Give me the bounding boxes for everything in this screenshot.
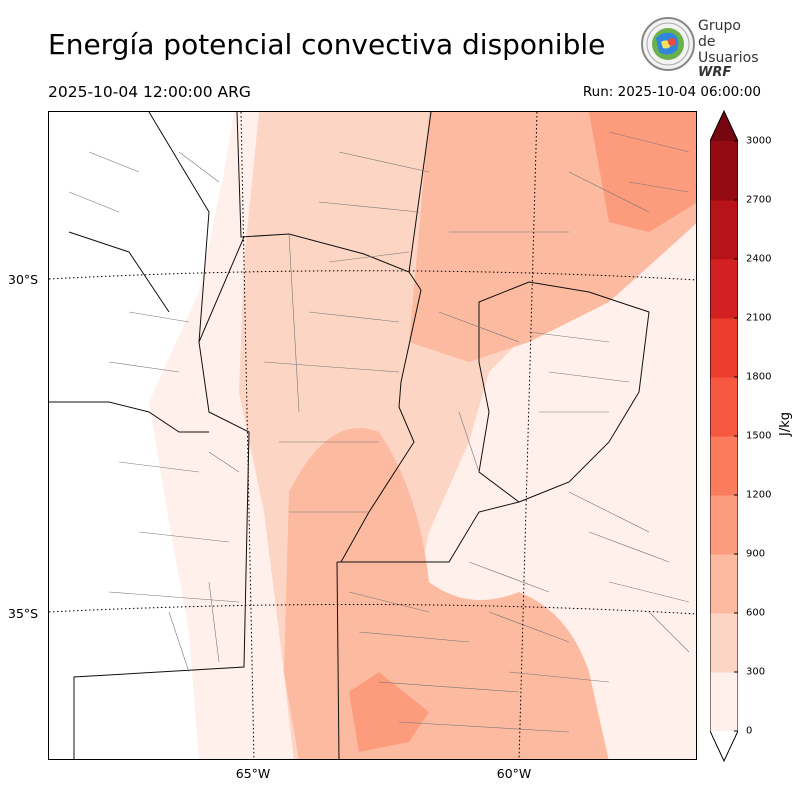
graticule-lat-30 [49, 270, 696, 281]
colorbar-bin [710, 200, 738, 260]
border-west [148, 112, 210, 343]
logo-line-1: Grupo de [698, 18, 741, 50]
colorbar-tick-label: 900 [746, 548, 766, 560]
border-mendoza [49, 401, 209, 433]
colorbar-tick-label: 300 [746, 666, 766, 678]
colorbar-tick-label: 1800 [746, 371, 772, 383]
colorbar-tick-label: 600 [746, 607, 766, 619]
border-santa-fe-east [408, 112, 432, 273]
colorbar-unit-label: J/kg [778, 412, 793, 436]
colorbar-bin [710, 554, 738, 614]
colorbar-outline [710, 110, 738, 762]
logo-line-3: WRF [698, 65, 732, 80]
graticule-lat-35 [49, 603, 696, 615]
border-cordoba-north [236, 112, 422, 291]
border-buenos-aires-north [337, 501, 520, 563]
colorbar-tick-label: 2400 [746, 253, 772, 265]
colorbar-bin [710, 495, 738, 555]
border-cordoba-east [340, 289, 422, 563]
globe-icon [641, 17, 695, 71]
colorbar-bin [710, 318, 738, 378]
lon-label-60w: 60°W [496, 766, 532, 781]
colorbar-extend-min [710, 731, 738, 761]
wrf-users-logo: Grupo de Usuarios WRF [639, 16, 759, 80]
valid-time: 2025-10-04 12:00:00 ARG [48, 83, 251, 101]
cape-map [48, 111, 697, 760]
map-canvas [49, 112, 696, 759]
colorbar-tick-label: 0 [746, 725, 753, 737]
cape-area-900-ne [589, 112, 696, 232]
lat-label-30s: 30°S [8, 272, 39, 287]
lon-label-65w: 65°W [235, 766, 271, 781]
colorbar-extend-max [710, 111, 738, 141]
border-la-pampa [336, 561, 340, 759]
colorbar-bin [710, 259, 738, 319]
border-santa-fe-entre-rios [478, 281, 650, 503]
colorbar-bin [710, 141, 738, 201]
cape-area-900-s [349, 672, 429, 752]
run-time: Run: 2025-10-04 06:00:00 [582, 84, 761, 100]
colorbar-bin [710, 377, 738, 437]
logo-line-2: Usuarios [698, 50, 759, 66]
colorbar-tick-label: 3000 [746, 135, 772, 147]
map-title: Energía potencial convectiva disponible [48, 28, 606, 61]
colorbar-tick-label: 2100 [746, 312, 772, 324]
colorbar-tick-label: 2700 [746, 194, 772, 206]
graticule-lon-60 [518, 112, 538, 759]
colorbar-bin [710, 436, 738, 496]
lat-label-35s: 35°S [8, 606, 39, 621]
colorbar-tick-label: 1200 [746, 489, 772, 501]
border-north-west [68, 231, 170, 313]
cape-area-600-s [284, 428, 609, 759]
colorbar-bin [710, 613, 738, 673]
graticule-lon-65 [240, 112, 255, 759]
colorbar [710, 110, 738, 762]
colorbar-bin [710, 672, 738, 732]
colorbar-tick-label: 1500 [746, 430, 772, 442]
